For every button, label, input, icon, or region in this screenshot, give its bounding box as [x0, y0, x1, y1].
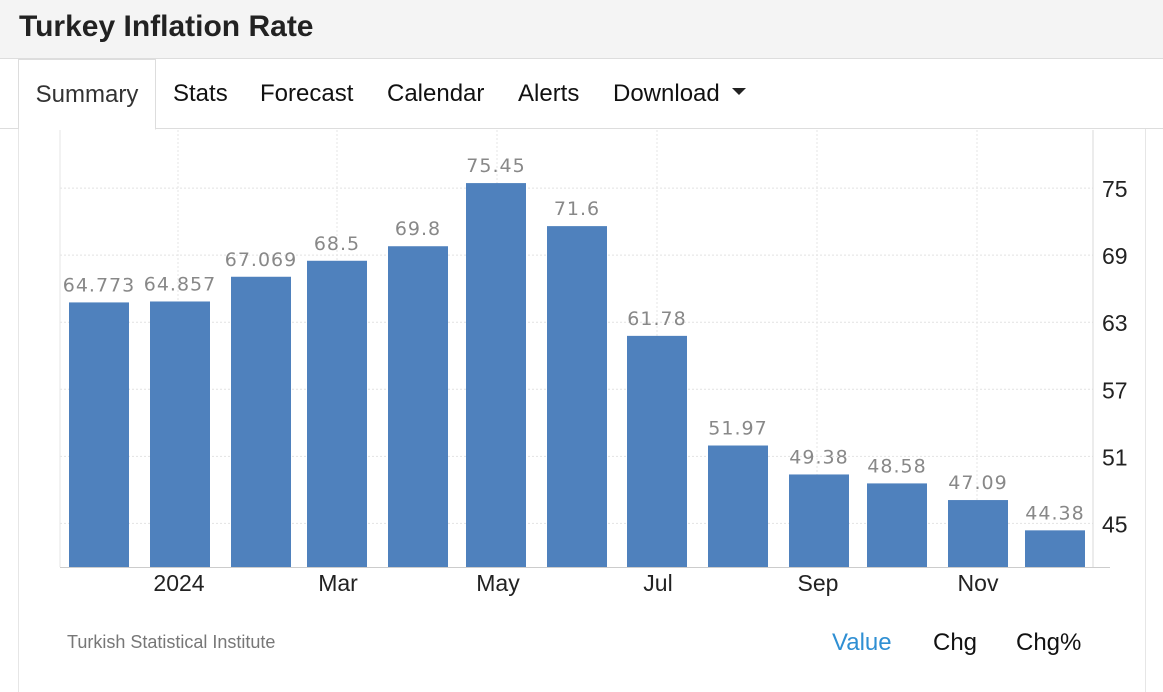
tab-stats[interactable]: Stats: [173, 59, 228, 129]
bar-12[interactable]: [1025, 530, 1085, 567]
x-tick-label-2: May: [476, 570, 520, 596]
source-label: Turkish Statistical Institute: [67, 632, 276, 652]
y-tick-label-3: 63: [1102, 310, 1128, 336]
tab-summary[interactable]: Summary: [18, 59, 156, 130]
bar-7[interactable]: [627, 335, 687, 567]
chart-container: [18, 129, 1146, 692]
tab-forecast[interactable]: Forecast: [260, 59, 353, 129]
y-tick-label-0: 45: [1102, 511, 1128, 537]
y-tick-label-1: 51: [1102, 444, 1128, 470]
y-tick-label-5: 75: [1102, 176, 1128, 202]
bar-value-label-11: 47.09: [948, 472, 1007, 494]
bar-2[interactable]: [231, 276, 291, 567]
chevron-down-icon: [731, 88, 746, 96]
bar-value-label-1: 64.857: [144, 273, 216, 295]
tab-download-label: Download: [613, 80, 720, 107]
bar-4[interactable]: [388, 246, 448, 567]
tab-stats-label: Stats: [173, 80, 228, 107]
y-tick-label-4: 69: [1102, 243, 1128, 269]
toggle-value[interactable]: Value: [832, 629, 892, 656]
bar-3[interactable]: [307, 260, 367, 567]
bar-value-label-4: 69.8: [395, 218, 441, 240]
tab-alerts[interactable]: Alerts: [518, 59, 579, 129]
bar-value-label-8: 51.97: [708, 418, 767, 440]
chart-y-ticks: 45 51 57 63 69 75: [1102, 176, 1128, 537]
tab-forecast-label: Forecast: [260, 80, 354, 107]
toggle-chg-percent[interactable]: Chg%: [1016, 629, 1082, 656]
y-tick-label-2: 57: [1102, 377, 1128, 403]
chart-bars: [69, 183, 1085, 567]
bar-1[interactable]: [150, 301, 210, 567]
bar-value-label-2: 67.069: [225, 249, 297, 271]
bar-5[interactable]: [466, 183, 526, 567]
bar-10[interactable]: [867, 483, 927, 567]
tab-bar: Summary Stats Forecast Calendar Alerts D…: [0, 59, 1163, 130]
bar-9[interactable]: [789, 474, 849, 567]
bar-value-label-5: 75.45: [466, 155, 525, 177]
x-tick-label-0: 2024: [153, 570, 204, 596]
chart-value-labels: 64.773 64.857 67.069 68.5 69.8 75.45 71.6 61.78…: [63, 155, 1084, 524]
bar-value-label-6: 71.6: [554, 198, 600, 220]
bar-6[interactable]: [547, 226, 607, 567]
bar-value-label-0: 64.773: [63, 274, 135, 296]
page-header: Turkey Inflation Rate: [0, 0, 1163, 59]
tab-calendar[interactable]: Calendar: [387, 59, 484, 129]
page-title: Turkey Inflation Rate: [19, 10, 314, 43]
x-tick-label-5: Nov: [958, 570, 999, 596]
bar-8[interactable]: [708, 445, 768, 567]
tab-summary-label: Summary: [35, 81, 139, 108]
tab-download[interactable]: Download: [613, 59, 746, 129]
bar-11[interactable]: [948, 500, 1008, 567]
x-tick-label-4: Sep: [798, 570, 839, 596]
bar-value-label-12: 44.38: [1025, 502, 1084, 524]
x-tick-label-3: Jul: [643, 570, 672, 596]
toggle-chg[interactable]: Chg: [933, 629, 978, 656]
bar-value-label-9: 49.38: [789, 446, 848, 468]
bar-value-label-10: 48.58: [867, 455, 926, 477]
tab-calendar-label: Calendar: [387, 80, 485, 107]
x-tick-label-1: Mar: [318, 570, 358, 596]
bar-0[interactable]: [69, 302, 129, 567]
chart-x-ticks: 2024 Mar May Jul Sep Nov: [153, 570, 999, 596]
bar-value-label-7: 61.78: [627, 308, 686, 330]
bar-value-label-3: 68.5: [314, 233, 360, 255]
tab-alerts-label: Alerts: [518, 80, 580, 107]
